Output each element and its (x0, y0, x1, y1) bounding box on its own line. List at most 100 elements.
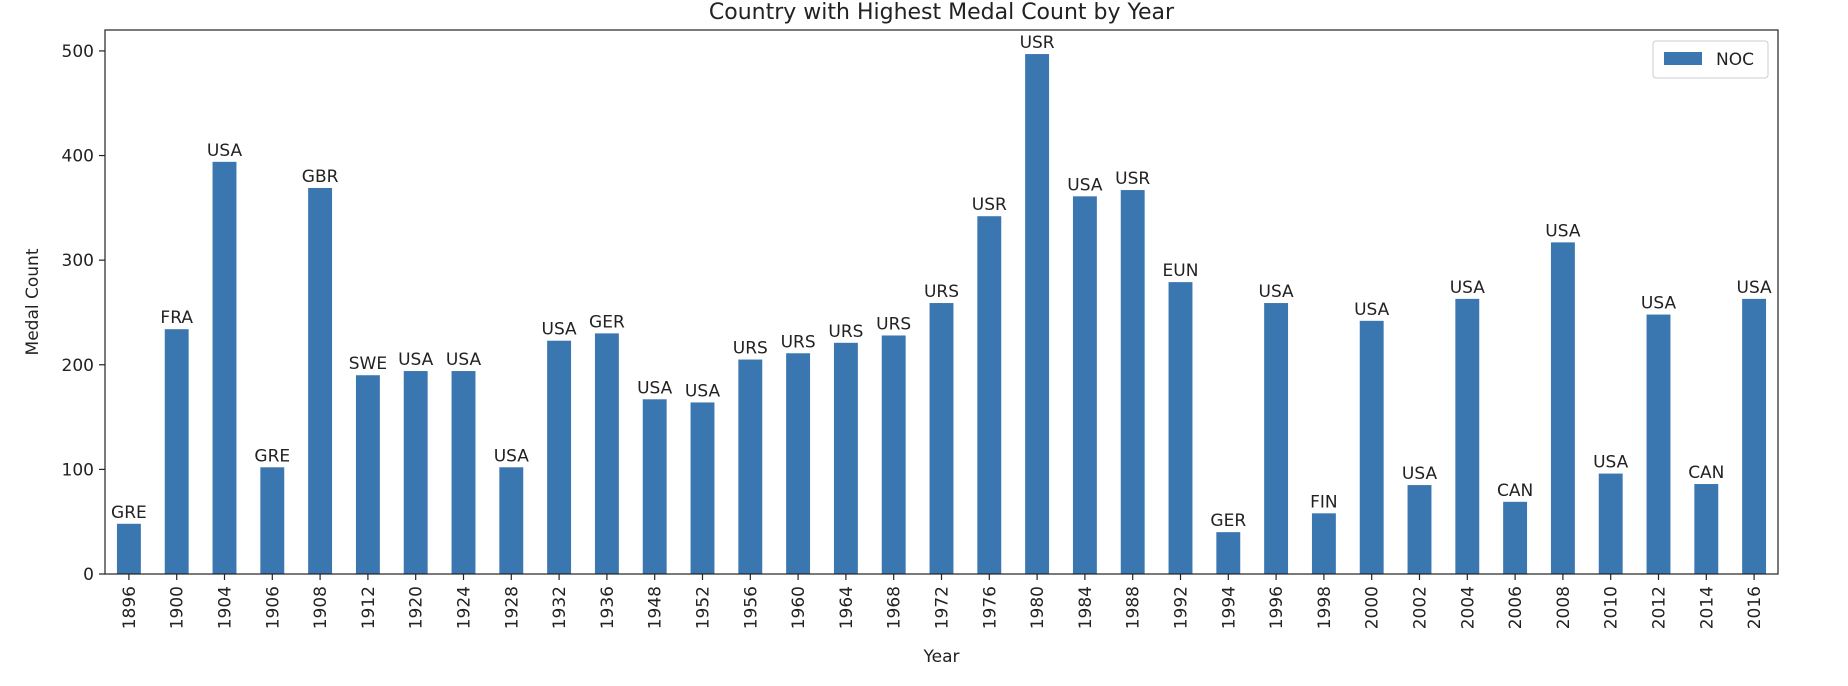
x-tick-label: 1906 (263, 586, 283, 629)
x-tick-label: 1956 (741, 586, 761, 629)
bar-label: USA (685, 381, 721, 401)
x-tick-label: 2000 (1363, 586, 1383, 629)
y-tick-label: 500 (62, 42, 94, 62)
bar (1264, 303, 1289, 574)
bar-label: USA (637, 378, 673, 398)
x-tick-label: 1972 (933, 586, 953, 629)
y-axis-title: Medal Count (23, 248, 43, 355)
bar-label: URS (828, 322, 863, 342)
x-axis: 1896 1900 1904 1906 1908 1912 1920 1924 1928 1932… (120, 574, 1765, 629)
bar (451, 371, 476, 574)
bar-label: USA (1545, 221, 1581, 241)
x-tick-label: 1998 (1315, 586, 1335, 629)
y-tick-label: 100 (62, 460, 94, 480)
x-tick-label: 2016 (1745, 586, 1765, 629)
x-axis-title: Year (923, 647, 960, 667)
x-tick-label: 1968 (885, 586, 905, 629)
bar (308, 187, 333, 574)
bar-label: GRE (111, 503, 147, 523)
bar (1025, 54, 1050, 575)
legend: NOC (1652, 40, 1769, 79)
x-tick-label: 1960 (789, 586, 809, 629)
bar (1120, 190, 1145, 575)
x-tick-label: 1920 (407, 586, 427, 629)
bar-label: USA (207, 141, 243, 161)
bar-label: SWE (349, 354, 387, 374)
legend-box (1652, 40, 1769, 79)
x-tick-label: 2004 (1458, 586, 1478, 629)
x-tick-label: 2010 (1602, 586, 1622, 629)
bar (1598, 473, 1623, 574)
bar (1072, 196, 1097, 575)
y-tick-label: 200 (62, 356, 94, 376)
bar-label: FIN (1310, 492, 1338, 512)
x-tick-label: 1994 (1219, 586, 1239, 629)
y-axis: 0 100 200 300 400 500 (62, 42, 105, 585)
x-tick-label: 1996 (1267, 586, 1287, 629)
bar-label: URS (924, 282, 959, 302)
x-tick-label: 1904 (216, 586, 236, 629)
bar-label: URS (876, 314, 911, 334)
legend-swatch (1664, 52, 1702, 65)
bar-label: GRE (254, 446, 290, 466)
bar (881, 335, 906, 574)
bar (642, 399, 667, 574)
bar (1168, 282, 1193, 574)
bar (1694, 484, 1719, 574)
bar-label: USA (1067, 175, 1103, 195)
bar-labels-layer: GRE FRA USA GRE GBR SWE USA USA USA USA GER USA USA U… (111, 33, 1772, 531)
x-tick-label: 2006 (1506, 586, 1526, 629)
bar-label: USA (1737, 278, 1773, 298)
x-tick-label: 1912 (359, 586, 379, 629)
bar (977, 216, 1002, 574)
bar-label: FRA (160, 308, 193, 328)
bar (690, 402, 715, 574)
x-tick-label: 2008 (1554, 586, 1574, 629)
bar-label: USA (1593, 453, 1629, 473)
bar (355, 375, 380, 574)
bar-label: USA (1450, 278, 1486, 298)
x-tick-label: 1932 (550, 586, 570, 629)
bars-layer (116, 54, 1767, 575)
bar-label: USA (398, 350, 434, 370)
y-tick-label: 400 (62, 147, 94, 167)
bar (212, 161, 237, 575)
bar (164, 329, 189, 574)
bar (1216, 532, 1241, 574)
y-tick-label: 300 (62, 251, 94, 271)
x-tick-label: 2012 (1650, 586, 1670, 629)
bar-label: USA (446, 350, 482, 370)
bar-label: USA (1402, 464, 1438, 484)
bar-label: GBR (302, 167, 339, 187)
bar (499, 467, 524, 574)
bar-label: URS (781, 332, 816, 352)
bar (833, 342, 858, 574)
legend-label: NOC (1716, 50, 1754, 70)
bar (116, 523, 141, 574)
bar (738, 359, 763, 574)
x-tick-label: 1976 (980, 586, 1000, 629)
x-tick-label: 1988 (1124, 586, 1144, 629)
x-tick-label: 1924 (455, 586, 475, 629)
bar (1311, 513, 1336, 574)
bar-label: GER (589, 312, 625, 332)
bar (1742, 298, 1767, 574)
plot-frame (104, 29, 1779, 575)
bar-label: USA (1354, 300, 1390, 320)
x-tick-label: 1896 (120, 586, 140, 629)
x-tick-label: 2002 (1411, 586, 1431, 629)
bar-label: USA (1259, 282, 1295, 302)
bar (1503, 501, 1528, 574)
bar-label: CAN (1688, 463, 1724, 483)
bar (1550, 242, 1575, 574)
bar-label: USA (542, 320, 578, 340)
bar (403, 371, 428, 574)
x-tick-label: 1948 (646, 586, 666, 629)
bar-label: USR (1115, 169, 1150, 189)
x-tick-label: 1936 (598, 586, 618, 629)
bar-label: USR (1020, 33, 1055, 53)
bar-label: USA (1641, 294, 1677, 314)
bar-label: USR (972, 195, 1007, 215)
x-tick-label: 1980 (1028, 586, 1048, 629)
